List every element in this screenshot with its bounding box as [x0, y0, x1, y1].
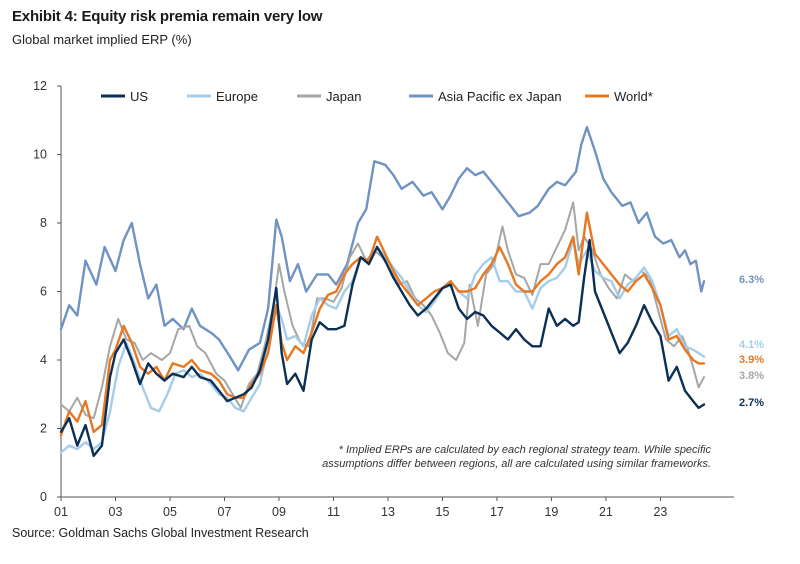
x-tick-label: 15	[436, 505, 450, 519]
x-tick-label: 01	[54, 505, 68, 519]
chart-subtitle: Global market implied ERP (%)	[12, 32, 192, 47]
x-tick-label: 03	[109, 505, 123, 519]
end-value-label: 2.7%	[739, 397, 764, 409]
end-value-label: 3.8%	[739, 370, 764, 382]
y-tick-label: 0	[40, 490, 47, 504]
x-tick-label: 23	[653, 505, 667, 519]
chart-axes: 0 2 4 6 8 10 12 01 03 05 07 09 11 13 15 17 19 21 23	[33, 79, 734, 519]
y-tick-label: 8	[40, 216, 47, 230]
y-tick-label: 10	[33, 148, 47, 162]
series-line-world	[59, 211, 706, 437]
chart-note: * Implied ERPs are calculated by each re…	[322, 444, 711, 470]
y-tick-label: 6	[40, 285, 47, 299]
x-tick-label: 09	[272, 505, 286, 519]
chart-lines	[59, 125, 706, 458]
series-line-japan	[60, 201, 705, 420]
end-value-label: 3.9%	[739, 354, 764, 366]
legend-label: US	[130, 89, 148, 104]
x-tick-label: 19	[544, 505, 558, 519]
x-tick-label: 21	[599, 505, 613, 519]
y-tick-label: 4	[40, 353, 47, 367]
x-tick-label: 13	[381, 505, 395, 519]
x-tick-label: 17	[490, 505, 504, 519]
x-tick-label: 05	[163, 505, 177, 519]
chart-title: Exhibit 4: Equity risk premia remain ver…	[12, 8, 323, 25]
legend-label: World*	[614, 89, 653, 104]
legend-label: Europe	[216, 89, 258, 104]
end-value-label: 6.3%	[739, 274, 764, 286]
erp-line-chart: 0 2 4 6 8 10 12 01 03 05 07 09 11 13 15 17 19 21 23 US Euro…	[33, 79, 764, 519]
chart-end-labels: 6.3% 3.8% 4.1% 3.9% 2.7%	[739, 274, 764, 409]
source-note: Source: Goldman Sachs Global Investment …	[12, 526, 309, 540]
series-line-europe	[59, 238, 706, 454]
legend-label: Asia Pacific ex Japan	[438, 89, 562, 104]
footnote-line: * Implied ERPs are calculated by each re…	[339, 444, 712, 456]
x-tick-label: 11	[327, 505, 340, 519]
y-tick-label: 12	[33, 79, 47, 93]
series-line-us	[59, 238, 706, 458]
footnote-line: assumptions differ between regions, all …	[322, 458, 711, 470]
end-value-label: 4.1%	[739, 339, 764, 351]
series-line-asia-pacific-ex-japan	[59, 125, 706, 372]
y-tick-label: 2	[40, 422, 47, 436]
chart-legend: US Europe Japan Asia Pacific ex Japan World*	[101, 89, 653, 104]
x-tick-label: 07	[218, 505, 232, 519]
legend-label: Japan	[326, 89, 361, 104]
